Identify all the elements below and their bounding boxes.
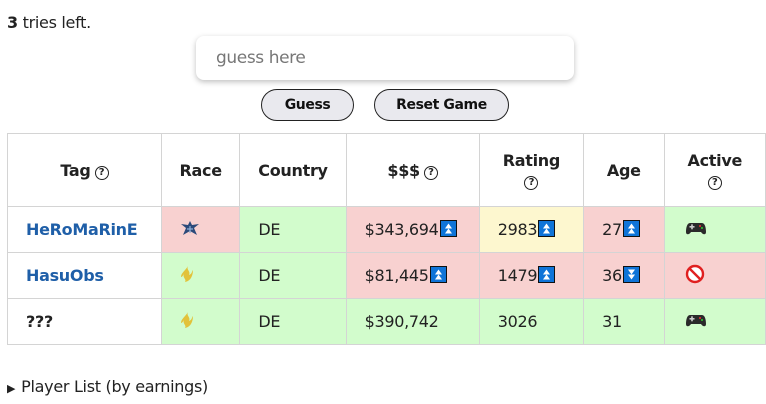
protoss-race-icon — [180, 265, 193, 282]
disclosure-triangle-icon: ▶ — [7, 382, 16, 395]
race-cell — [160, 252, 241, 299]
guess-input[interactable] — [196, 36, 574, 80]
arrow-up-icon — [622, 220, 640, 237]
rating-cell: 2983 — [478, 206, 585, 253]
help-icon[interactable]: ? — [423, 165, 438, 180]
guess-button[interactable]: Guess — [261, 89, 354, 121]
terran-race-icon — [180, 220, 199, 235]
earnings-cell: $390,742 — [345, 298, 480, 345]
race-cell — [160, 298, 241, 345]
arrow-up-icon — [538, 266, 556, 283]
age-cell: 31 — [583, 298, 665, 345]
active-cell — [663, 298, 766, 345]
country-cell: DE — [239, 206, 347, 253]
table-row: ??? DE $390,742 3026 31 — [7, 298, 766, 345]
country-cell: DE — [239, 298, 347, 345]
header-country: Country — [239, 133, 347, 207]
help-icon[interactable]: ? — [94, 165, 109, 180]
header-active: Active? — [663, 133, 766, 207]
table-row: HasuObs DE $81,445 1479 36 — [7, 252, 766, 299]
arrow-up-icon — [439, 220, 457, 237]
earnings-cell: $343,694 — [345, 206, 480, 253]
player-list-toggle[interactable]: ▶ Player List (by earnings) — [7, 377, 208, 396]
prohibited-icon — [685, 264, 704, 283]
game-controller-icon — [685, 314, 706, 326]
race-cell — [160, 206, 241, 253]
rating-cell: 3026 — [478, 298, 585, 345]
help-icon[interactable]: ? — [707, 175, 722, 190]
game-controller-icon — [685, 222, 706, 234]
header-rating: Rating? — [478, 133, 585, 207]
arrow-down-icon — [622, 266, 640, 283]
country-cell: DE — [239, 252, 347, 299]
player-tag[interactable]: HeRoMaRinE — [7, 206, 162, 253]
header-earnings: $$$? — [345, 133, 480, 207]
tries-left-text: 3 tries left. — [7, 13, 91, 32]
reset-game-button[interactable]: Reset Game — [374, 89, 509, 121]
guess-table: Tag? Race Country $$$? Rating? Age Activ… — [7, 133, 766, 345]
header-race: Race — [160, 133, 241, 207]
player-tag[interactable]: HasuObs — [7, 252, 162, 299]
header-tag: Tag? — [7, 133, 162, 207]
earnings-cell: $81,445 — [345, 252, 480, 299]
age-cell: 27 — [583, 206, 665, 253]
help-icon[interactable]: ? — [524, 175, 539, 190]
player-tag: ??? — [7, 298, 162, 345]
active-cell — [663, 252, 766, 299]
protoss-race-icon — [180, 311, 193, 328]
age-cell: 36 — [583, 252, 665, 299]
table-row: HeRoMaRinE DE $343,694 2983 27 — [7, 206, 766, 253]
header-age: Age — [583, 133, 665, 207]
arrow-up-icon — [429, 266, 447, 283]
active-cell — [663, 206, 766, 253]
rating-cell: 1479 — [478, 252, 585, 299]
arrow-up-icon — [538, 220, 556, 237]
